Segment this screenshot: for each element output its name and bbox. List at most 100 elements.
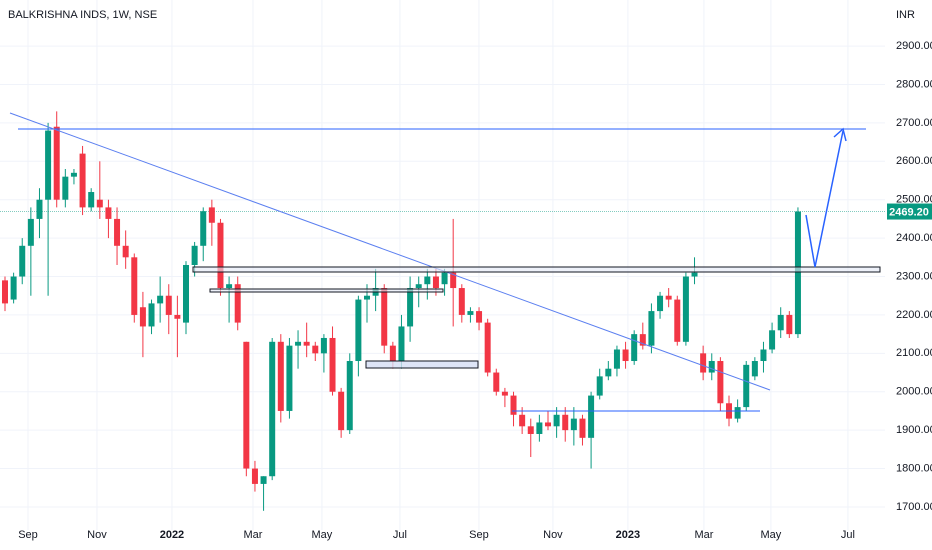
x-tick-label: Sep bbox=[469, 529, 489, 541]
candle-body bbox=[251, 468, 258, 484]
candle-body bbox=[407, 288, 414, 327]
candle-body bbox=[501, 391, 508, 396]
zone-box bbox=[365, 360, 479, 369]
x-tick-label: Nov bbox=[543, 529, 563, 541]
candle-body bbox=[217, 222, 224, 289]
candle-body bbox=[553, 414, 560, 427]
last-price-label: 2469.20 bbox=[889, 206, 929, 218]
candle-body bbox=[743, 364, 750, 408]
candle-body bbox=[424, 276, 431, 285]
x-tick-label: 2023 bbox=[616, 529, 640, 541]
candle-body bbox=[570, 418, 577, 431]
candle-body bbox=[131, 257, 138, 315]
candle-body bbox=[476, 311, 483, 323]
candle-body bbox=[458, 288, 465, 315]
candle-body bbox=[286, 345, 293, 411]
y-tick-label: 2500.00 bbox=[896, 194, 932, 206]
candle-body bbox=[536, 422, 543, 434]
candle-body bbox=[338, 391, 345, 431]
candle-body bbox=[510, 395, 517, 415]
x-tick-label: Mar bbox=[243, 529, 262, 541]
y-tick-label: 1900.00 bbox=[896, 424, 932, 436]
candle-body bbox=[657, 295, 664, 312]
candle-body bbox=[441, 272, 448, 285]
candle-body bbox=[303, 341, 310, 346]
candle-body bbox=[329, 337, 336, 392]
candle-body bbox=[665, 295, 672, 300]
candle-body bbox=[88, 192, 95, 208]
candle-body bbox=[182, 265, 189, 323]
candle-body bbox=[691, 272, 698, 277]
y-tick-label: 2800.00 bbox=[896, 78, 932, 90]
candle-body bbox=[631, 334, 638, 362]
candle-body bbox=[484, 322, 491, 373]
y-tick-label: 1800.00 bbox=[896, 462, 932, 474]
x-tick-label: May bbox=[760, 529, 781, 541]
currency-label: INR bbox=[896, 9, 915, 21]
candle-body bbox=[1, 280, 8, 304]
candle-body bbox=[596, 376, 603, 396]
candle-body bbox=[639, 334, 646, 346]
trend-line bbox=[9, 112, 771, 391]
y-tick-label: 2900.00 bbox=[896, 40, 932, 52]
candle-body bbox=[648, 311, 655, 346]
candle-body bbox=[269, 341, 276, 477]
candle-body bbox=[579, 418, 586, 438]
candle-body bbox=[10, 276, 17, 300]
candle-body bbox=[320, 337, 327, 354]
x-tick-label: Jul bbox=[393, 529, 407, 541]
chart-title: BALKRISHNA INDS, 1W, NSE bbox=[8, 9, 157, 21]
candle-body bbox=[734, 407, 741, 419]
y-tick-label: 2600.00 bbox=[896, 155, 932, 167]
candle-body bbox=[122, 245, 129, 258]
candle-body bbox=[467, 311, 474, 315]
x-tick-label: Nov bbox=[87, 529, 107, 541]
candle-body bbox=[381, 288, 388, 346]
candle-body bbox=[312, 345, 319, 354]
candle-body bbox=[53, 126, 60, 200]
last-price-tag bbox=[887, 203, 932, 220]
candle-body bbox=[674, 299, 681, 342]
candle-body bbox=[682, 276, 689, 342]
candle-body bbox=[398, 326, 405, 362]
y-tick-label: 2400.00 bbox=[896, 232, 932, 244]
candle-body bbox=[277, 341, 284, 411]
candle-body bbox=[363, 295, 370, 300]
candle-body bbox=[208, 207, 215, 223]
y-tick-label: 2700.00 bbox=[896, 117, 932, 129]
candle-body bbox=[346, 361, 353, 431]
candle-body bbox=[105, 207, 112, 219]
candle-body bbox=[62, 176, 69, 200]
candle-body bbox=[700, 353, 707, 373]
x-tick-label: Jul bbox=[841, 529, 855, 541]
candle-body bbox=[174, 314, 181, 319]
candle-body bbox=[79, 153, 86, 208]
y-tick-label: 2300.00 bbox=[896, 270, 932, 282]
candle-body bbox=[148, 303, 155, 327]
candle-body bbox=[432, 276, 439, 289]
y-tick-label: 2100.00 bbox=[896, 347, 932, 359]
candle-body bbox=[708, 361, 715, 373]
candle-body bbox=[389, 345, 396, 362]
zone-box bbox=[192, 266, 881, 273]
candle-body bbox=[200, 211, 207, 246]
arrow-head bbox=[833, 127, 847, 142]
candle-body bbox=[786, 314, 793, 335]
zone-box bbox=[209, 288, 444, 293]
candle-body bbox=[19, 245, 26, 277]
candle-body bbox=[260, 476, 267, 484]
candle-body bbox=[96, 199, 103, 208]
candle-body bbox=[613, 349, 620, 369]
x-tick-label: 2022 bbox=[160, 529, 184, 541]
candle-body bbox=[114, 218, 121, 246]
candle-body bbox=[27, 218, 34, 246]
candle-body bbox=[234, 284, 241, 323]
candle-body bbox=[191, 245, 198, 265]
y-tick-label: 1700.00 bbox=[896, 501, 932, 513]
y-tick-label: 2000.00 bbox=[896, 386, 932, 398]
x-tick-label: May bbox=[312, 529, 333, 541]
candle-body bbox=[355, 299, 362, 362]
x-tick-label: Sep bbox=[18, 529, 38, 541]
candle-body bbox=[415, 284, 422, 289]
